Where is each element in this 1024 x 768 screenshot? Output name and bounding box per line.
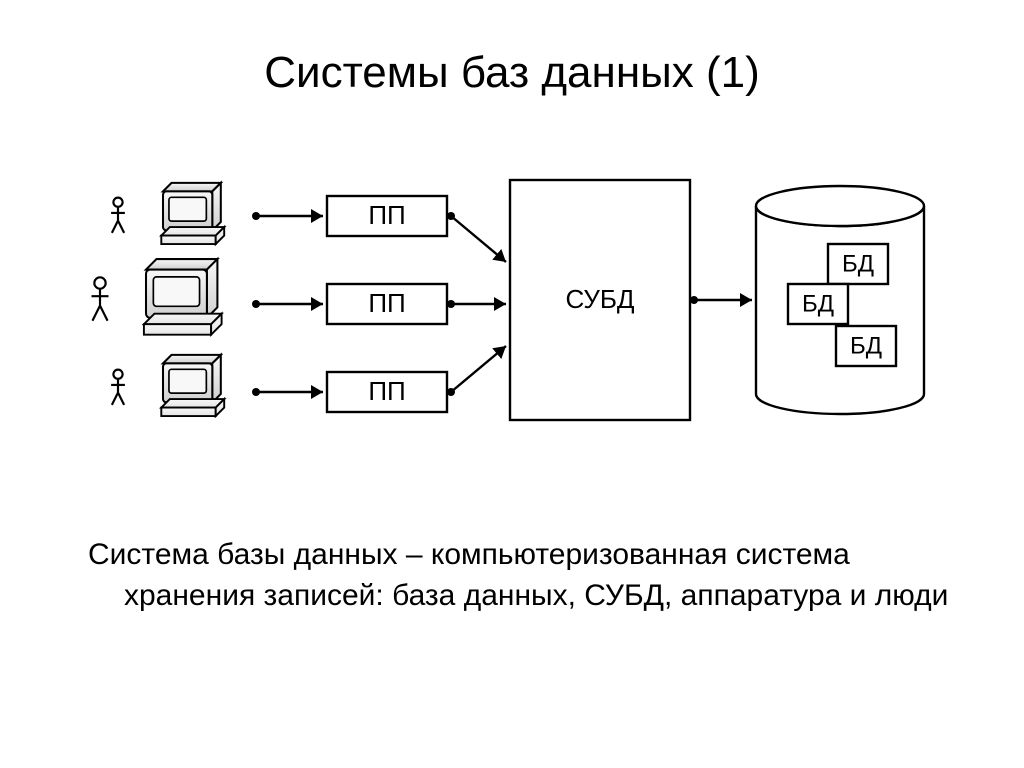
db-box: БД	[828, 244, 888, 284]
slide-title: Системы баз данных (1)	[0, 48, 1024, 98]
slide-paragraph: Система базы данных – компьютеризованная…	[88, 535, 974, 616]
db-label: БД	[842, 250, 874, 277]
computer-icon	[161, 355, 224, 416]
db-box: БД	[788, 284, 848, 324]
architecture-diagram: ПП ПП ПП СУБД БД БД БД	[80, 150, 950, 480]
user-workstation	[111, 183, 224, 244]
person-icon	[91, 277, 108, 320]
person-icon	[111, 370, 125, 405]
db-label: БД	[802, 290, 834, 317]
pp-label: ПП	[368, 288, 405, 318]
db-label: БД	[850, 332, 882, 359]
user-workstation	[111, 355, 224, 416]
person-icon	[111, 198, 125, 233]
pp-label: ПП	[368, 376, 405, 406]
pp-box: ПП	[327, 284, 447, 324]
subd-box: СУБД	[510, 180, 690, 420]
computer-icon	[161, 183, 224, 244]
database-cylinder: БД БД БД	[756, 186, 924, 414]
computer-icon	[144, 259, 222, 335]
slide-root: Системы баз данных (1) ПП ПП ПП СУБД БД БДБД …	[0, 0, 1024, 768]
db-box: БД	[836, 326, 896, 366]
pp-label: ПП	[368, 200, 405, 230]
subd-label: СУБД	[565, 284, 634, 314]
pp-box: ПП	[327, 196, 447, 236]
user-workstation	[91, 259, 221, 335]
pp-box: ПП	[327, 372, 447, 412]
